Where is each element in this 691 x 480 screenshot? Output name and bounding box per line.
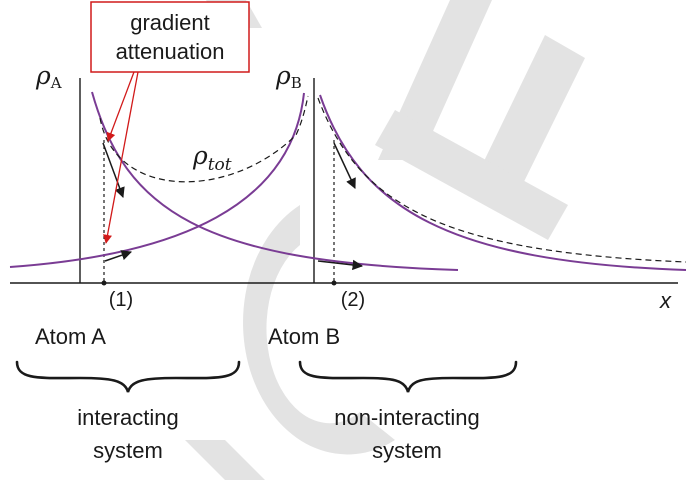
atom-b-label: Atom B [268,324,340,349]
callout-text-line1: gradient [130,10,210,35]
x-axis-label: x [659,288,672,313]
total-density-curve [99,95,309,183]
interacting-system-brace [15,360,241,393]
rho-tot-symbol: ρ [192,141,208,170]
atom-a-label: Atom A [35,324,106,349]
rho-a-symbol: ρ [35,61,51,90]
interacting-system-line2: system [93,438,163,463]
rho-tot-subscript: tot [208,155,232,175]
point-1-marker [101,280,107,286]
total-density-tail [317,97,687,263]
rho-a-label: ρA [35,61,62,92]
callout-arrow-lower [103,71,139,244]
rho-b-subscript: B [291,74,302,92]
watermark-stroke-bar [375,110,568,240]
callout-text-line2: attenuation [116,39,225,64]
rho-tot-label: ρtot [192,141,232,175]
density-b-left-curve [9,92,305,268]
gradient-arrow-a-bottom [104,250,132,262]
watermark-logo [185,0,585,480]
gradient-arrow-b-tangent [333,142,356,189]
non-interacting-system-line1: non-interacting [334,405,480,430]
callout-arrow-upper [106,71,135,142]
non-interacting-system-line2: system [372,438,442,463]
rho-b-label: ρB [275,61,302,92]
interacting-system-line1: interacting [77,405,179,430]
gradient-arrow-b-bottom [317,259,364,271]
watermark-stroke-right [470,35,585,210]
watermark-ring [243,205,395,455]
non-interacting-system-brace [298,360,518,393]
point-1-label: (1) [109,289,133,311]
rho-a-subscript: A [50,74,62,92]
point-2-label: (2) [341,289,365,311]
gradient-arrow-a-tangent [102,142,125,198]
watermark-stroke-low [185,440,265,480]
point-2-marker [331,280,337,286]
rho-b-symbol: ρ [275,61,291,90]
callout-box [90,1,250,73]
density-b-right-curve [319,94,687,271]
